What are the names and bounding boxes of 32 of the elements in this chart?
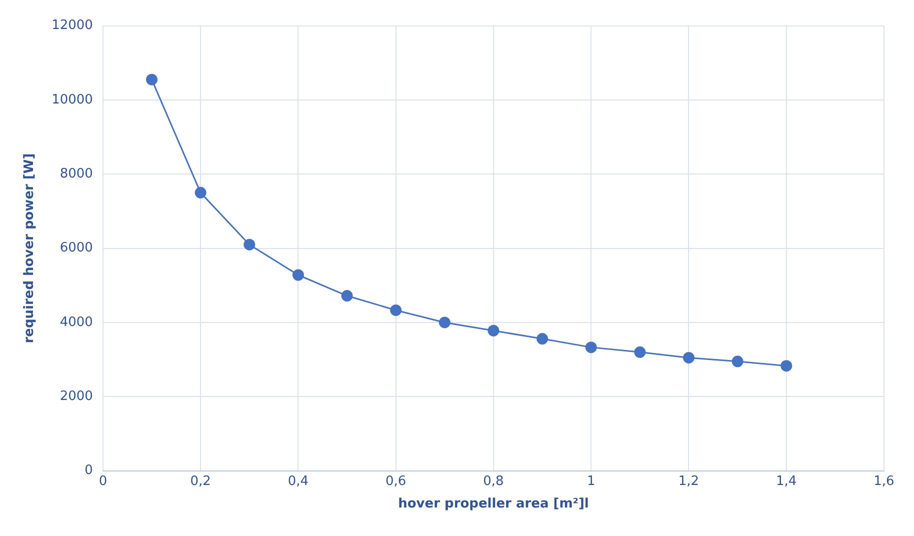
point bbox=[292, 269, 304, 281]
y-axis-title: required hover power [W] bbox=[22, 153, 38, 344]
x-tick-label: 1 bbox=[586, 474, 596, 489]
y-tick-label: 10000 bbox=[52, 92, 93, 108]
x-axis-title: hover propeller area [m²]l bbox=[398, 496, 589, 512]
point bbox=[194, 186, 206, 198]
x-tick-label: 0 bbox=[98, 474, 108, 489]
point bbox=[634, 346, 646, 358]
x-tick-label: 0,8 bbox=[483, 474, 504, 489]
y-tick-label: 6000 bbox=[60, 240, 93, 256]
x-tick-label: 1,6 bbox=[874, 474, 894, 489]
point bbox=[146, 74, 158, 86]
point bbox=[536, 333, 548, 345]
point bbox=[780, 360, 792, 372]
point bbox=[682, 352, 694, 364]
y-tick-label: 12000 bbox=[52, 18, 93, 34]
y-tick-label: 4000 bbox=[60, 314, 93, 330]
x-tick-label: 0,6 bbox=[386, 474, 406, 489]
x-tick-label: 1,2 bbox=[678, 474, 700, 489]
point bbox=[341, 290, 353, 302]
x-tick-label: 0,2 bbox=[190, 474, 211, 489]
x-tick-label: 0,4 bbox=[288, 474, 309, 489]
y-tick-label: 0 bbox=[84, 463, 93, 478]
point bbox=[244, 238, 256, 250]
y-tick-label: 2000 bbox=[60, 389, 93, 404]
point bbox=[585, 342, 597, 354]
point bbox=[732, 356, 744, 368]
point bbox=[438, 316, 450, 328]
y-tick-label: 8000 bbox=[60, 166, 93, 182]
x-tick-label: 1,4 bbox=[776, 474, 797, 489]
point bbox=[390, 304, 402, 316]
point bbox=[488, 324, 500, 336]
